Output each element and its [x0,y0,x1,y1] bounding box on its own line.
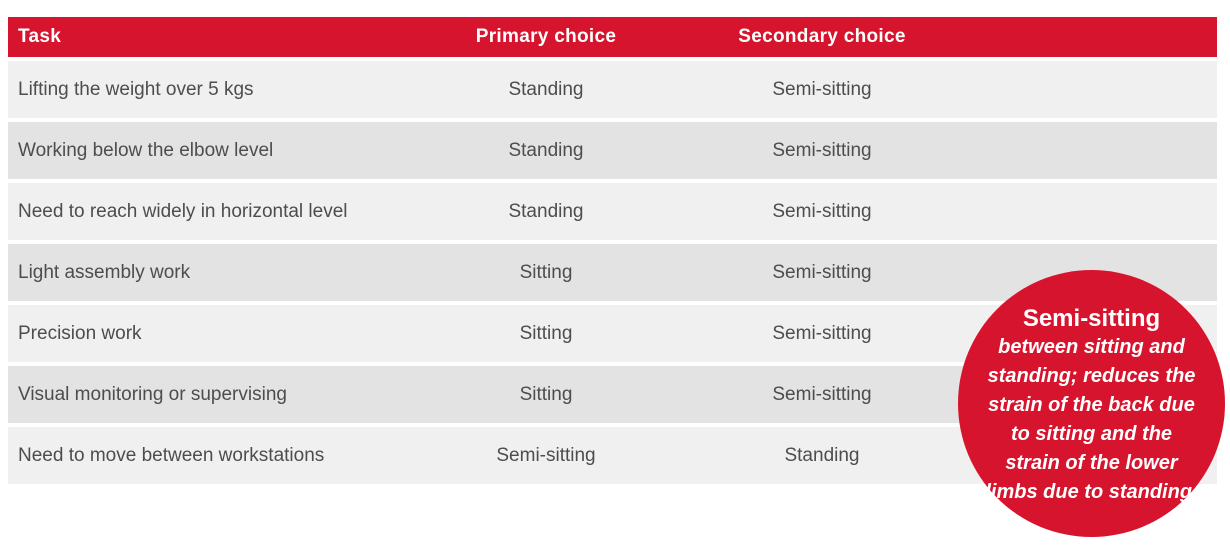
secondary-choice-cell: Standing [784,444,860,466]
table-row: Need to reach widely in horizontal level… [8,183,1217,240]
task-cell: Lifting the weight over 5 kgs [18,78,254,100]
primary-choice-cell: Semi-sitting [496,444,596,466]
primary-choice-cell: Sitting [519,261,573,283]
secondary-choice-cell: Semi-sitting [772,78,872,100]
primary-choice-cell: Sitting [519,322,573,344]
secondary-choice-cell: Semi-sitting [772,139,872,161]
primary-choice-cell: Sitting [519,383,573,405]
column-header-primary-choice: Primary choice [475,26,617,47]
callout-definition-text: between sitting and standing; reduces th… [985,336,1198,503]
task-cell: Working below the elbow level [18,139,274,161]
task-cell: Precision work [18,322,142,344]
primary-choice-cell: Standing [508,78,584,100]
task-cell: Visual monitoring or supervising [18,383,287,405]
primary-choice-cell: Standing [508,139,584,161]
table-header-row: Task Primary choice Secondary choice [8,17,1217,57]
secondary-choice-cell: Semi-sitting [772,383,872,405]
table-row: Lifting the weight over 5 kgs Standing S… [8,61,1217,118]
secondary-choice-cell: Semi-sitting [772,322,872,344]
semi-sitting-callout-circle: Semi-sitting between sitting and standin… [958,270,1225,537]
primary-choice-cell: Standing [508,200,584,222]
task-cell: Need to move between workstations [18,444,325,466]
secondary-choice-cell: Semi-sitting [772,261,872,283]
table-row: Working below the elbow level Standing S… [8,122,1217,179]
task-cell: Light assembly work [18,261,191,283]
table-row: Light assembly work Sitting Semi-sitting [8,244,1217,301]
column-header-task: Task [18,26,62,47]
column-header-secondary-choice: Secondary choice [738,26,906,47]
secondary-choice-cell: Semi-sitting [772,200,872,222]
callout-title: Semi-sitting [1022,305,1161,332]
task-cell: Need to reach widely in horizontal level [18,200,348,222]
